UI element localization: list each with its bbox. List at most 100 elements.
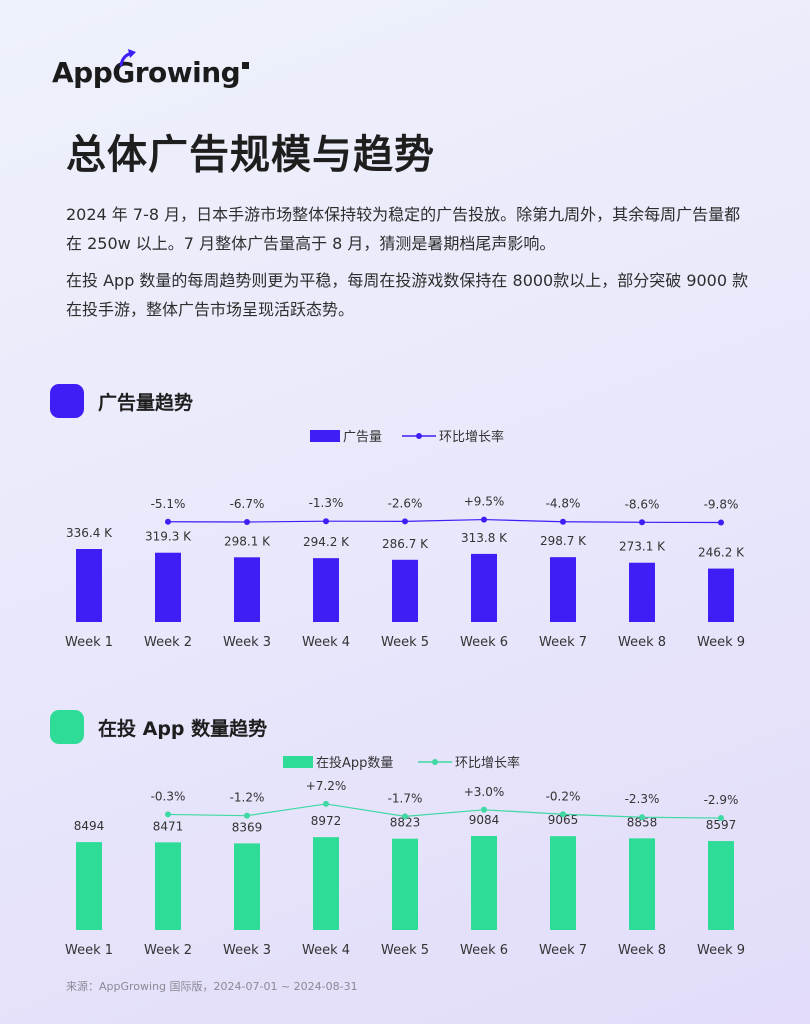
growth-rate-label: -2.6% (388, 496, 423, 510)
bar-value-label: 8597 (706, 818, 737, 832)
bar (234, 557, 260, 622)
bar (392, 559, 418, 622)
growth-rate-point (402, 518, 408, 525)
x-tick-label: Week 1 (65, 943, 113, 958)
intro-paragraph-1: 2024 年 7-8 月，日本手游市场整体保持较为稳定的广告投放。除第九周外，其… (66, 205, 741, 253)
growth-rate-label: +9.5% (464, 495, 505, 509)
bar-value-label: 8494 (74, 819, 105, 833)
growth-rate-point (244, 812, 250, 819)
section-app-count-header: 在投 App 数量趋势 (50, 710, 267, 744)
growth-rate-point (639, 814, 645, 821)
growth-rate-point (165, 811, 171, 818)
legend-line-marker (416, 433, 422, 439)
section-ad-volume-header: 广告量趋势 (50, 384, 193, 418)
bar (234, 843, 260, 930)
x-tick-label: Week 5 (381, 943, 429, 958)
source-note: 来源：AppGrowing 国际版，2024-07-01 ~ 2024-08-3… (66, 980, 358, 993)
legend-line-marker (432, 759, 438, 765)
section-title: 广告量趋势 (98, 391, 194, 414)
bar-value-label: 9084 (469, 813, 500, 827)
bar (550, 557, 576, 622)
legend-label: 环比增长率 (439, 429, 504, 445)
growth-rate-label: -5.1% (151, 497, 186, 511)
growth-rate-label: -0.2% (546, 789, 581, 803)
growth-rate-label: -2.9% (704, 793, 739, 807)
bar-value-label: 8471 (153, 819, 184, 833)
x-tick-label: Week 4 (302, 635, 350, 650)
growth-rate-label: -1.7% (388, 791, 423, 805)
growth-rate-label: -6.7% (230, 497, 265, 511)
growth-rate-label: -1.3% (309, 496, 344, 510)
legend-label: 在投App数量 (316, 755, 393, 771)
section-marker-purple (50, 384, 84, 418)
growth-rate-line (167, 803, 722, 819)
bar (392, 838, 418, 930)
bar (550, 836, 576, 930)
x-tick-label: Week 9 (697, 635, 745, 650)
bar-value-label: 298.1 K (224, 534, 271, 548)
intro-paragraph-2: 在投 App 数量的每周趋势则更为平稳，每周在投游戏数保持在 8000款以上，部… (66, 271, 749, 319)
growth-rate-point (560, 518, 566, 525)
growth-rate-line (167, 518, 722, 524)
legend-bar-swatch (283, 756, 313, 768)
x-tick-label: Week 5 (381, 635, 429, 650)
bar (471, 836, 497, 930)
section-marker-green (50, 710, 84, 744)
growth-rate-label: -2.3% (625, 792, 660, 806)
bar-value-label: 336.4 K (66, 526, 113, 540)
growth-rate-point (323, 800, 329, 807)
growth-rate-point (718, 519, 724, 526)
growth-rate-point (402, 813, 408, 820)
x-tick-label: Week 2 (144, 943, 192, 958)
x-tick-label: Week 8 (618, 635, 666, 650)
bar-value-label: 8858 (627, 815, 658, 829)
bar-value-label: 286.7 K (382, 537, 429, 551)
bar (155, 842, 181, 930)
bar (76, 842, 102, 930)
bar-value-label: 313.8 K (461, 531, 508, 545)
bar (471, 553, 497, 622)
bar-value-label: 319.3 K (145, 530, 192, 544)
growth-rate-point (718, 815, 724, 822)
growth-rate-label: -9.8% (704, 497, 739, 511)
bar (629, 562, 655, 622)
bar (313, 558, 339, 622)
app-count-chart: 在投App数量 环比增长率 8494 Week 1 8471 Week 2 8369 Week… (65, 755, 745, 958)
x-tick-label: Week 4 (302, 943, 350, 958)
x-tick-label: Week 6 (460, 943, 508, 958)
section-title: 在投 App 数量趋势 (98, 717, 268, 740)
growth-rate-label: -0.3% (151, 789, 186, 803)
growth-rate-point (481, 806, 487, 813)
logo-dot (242, 61, 250, 69)
x-tick-label: Week 6 (460, 635, 508, 650)
bar-value-label: 8972 (311, 814, 342, 828)
bar (76, 549, 102, 622)
bar (155, 552, 181, 622)
growth-rate-point (560, 811, 566, 818)
legend-bar-swatch (310, 430, 340, 442)
growth-rate-point (639, 519, 645, 526)
bar-value-label: 9065 (548, 813, 579, 827)
bar-value-label: 8823 (390, 816, 421, 830)
legend-label: 广告量 (343, 430, 382, 445)
bar (708, 568, 734, 622)
growth-rate-label: -8.6% (625, 497, 660, 511)
x-tick-label: Week 1 (65, 635, 113, 650)
growth-rate-point (481, 516, 487, 523)
x-tick-label: Week 3 (223, 635, 271, 650)
x-tick-label: Week 7 (539, 943, 587, 958)
x-tick-label: Week 3 (223, 943, 271, 958)
growth-rate-label: -1.2% (230, 791, 265, 805)
x-tick-label: Week 7 (539, 635, 587, 650)
logo-text: AppGrowing (52, 55, 241, 89)
growth-rate-label: +3.0% (464, 785, 505, 799)
x-tick-label: Week 8 (618, 943, 666, 958)
bar-value-label: 246.2 K (698, 546, 745, 560)
ad-volume-chart: 广告量 环比增长率 336.4 K Week 1 319.3 K Week 2 298.1 … (65, 429, 745, 650)
x-tick-label: Week 2 (144, 635, 192, 650)
page-title: 总体广告规模与趋势 (66, 132, 435, 178)
bar (708, 841, 734, 930)
x-tick-label: Week 9 (697, 943, 745, 958)
growth-rate-label: -4.8% (546, 497, 581, 511)
growth-rate-point (323, 518, 329, 525)
